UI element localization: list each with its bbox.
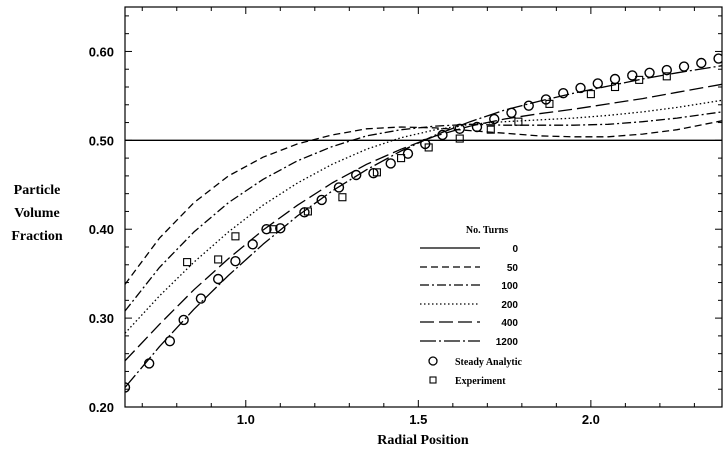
marker-experiment bbox=[183, 258, 192, 267]
marker-steady-analytic bbox=[212, 273, 224, 285]
legend-label-experiment: Experiment bbox=[455, 376, 506, 387]
marker-experiment bbox=[662, 72, 671, 81]
marker-steady-analytic bbox=[678, 61, 690, 72]
marker-experiment bbox=[514, 117, 523, 126]
legend-swatch-experiment bbox=[429, 376, 437, 384]
marker-experiment bbox=[303, 207, 312, 216]
marker-experiment bbox=[545, 99, 554, 108]
y-axis-title-line-2: Volume bbox=[14, 206, 59, 221]
marker-experiment bbox=[372, 168, 381, 177]
marker-steady-analytic bbox=[506, 107, 517, 118]
series-line-100-turns bbox=[125, 111, 722, 312]
marker-steady-analytic bbox=[575, 82, 586, 94]
marker-experiment bbox=[424, 143, 433, 152]
y-tick-label: 0.50 bbox=[89, 133, 114, 148]
marker-steady-analytic bbox=[713, 53, 722, 64]
marker-experiment bbox=[338, 193, 347, 202]
x-tick-label: 1.0 bbox=[237, 412, 255, 427]
marker-experiment bbox=[397, 154, 406, 163]
legend-label-1200-turns: 1200 bbox=[496, 337, 519, 348]
marker-steady-analytic bbox=[592, 78, 603, 89]
marker-steady-analytic bbox=[489, 113, 500, 125]
series-line-50-turns bbox=[125, 120, 722, 285]
y-tick-label: 0.60 bbox=[89, 44, 114, 59]
marker-steady-analytic bbox=[558, 88, 569, 99]
marker-steady-analytic bbox=[609, 73, 621, 85]
marker-steady-analytic bbox=[351, 169, 362, 181]
marker-experiment bbox=[486, 125, 495, 134]
marker-steady-analytic bbox=[230, 256, 241, 267]
y-tick-label: 0.40 bbox=[89, 222, 114, 237]
marker-steady-analytic bbox=[454, 123, 465, 134]
marker-steady-analytic bbox=[316, 194, 327, 206]
x-axis-title: Radial Position bbox=[377, 433, 469, 448]
legend-label-200-turns: 200 bbox=[501, 300, 518, 311]
series-line-200-turns bbox=[125, 99, 722, 334]
marker-steady-analytic bbox=[627, 70, 638, 81]
marker-steady-analytic bbox=[143, 358, 155, 369]
marker-steady-analytic bbox=[247, 239, 258, 250]
legend-swatch-steady-analytic bbox=[428, 356, 438, 366]
marker-experiment bbox=[269, 225, 278, 234]
marker-steady-analytic bbox=[178, 314, 189, 326]
marker-steady-analytic bbox=[523, 100, 534, 111]
legend-label-50-turns: 50 bbox=[507, 263, 519, 274]
marker-steady-analytic bbox=[661, 64, 672, 76]
y-axis-title-line-1: Particle bbox=[14, 183, 61, 198]
marker-steady-analytic bbox=[696, 57, 707, 69]
legend-label-400-turns: 400 bbox=[501, 318, 518, 329]
marker-experiment bbox=[635, 75, 644, 84]
marker-experiment bbox=[214, 255, 223, 264]
marker-steady-analytic bbox=[644, 67, 655, 78]
legend-label-100-turns: 100 bbox=[501, 281, 518, 292]
marker-experiment bbox=[610, 82, 620, 92]
marker-experiment bbox=[231, 232, 240, 241]
y-axis-title-line-3: Fraction bbox=[11, 229, 63, 244]
series-line-1200-turns bbox=[125, 65, 722, 388]
marker-experiment bbox=[455, 134, 464, 143]
y-tick-label: 0.30 bbox=[89, 311, 114, 326]
marker-steady-analytic bbox=[385, 158, 396, 169]
marker-steady-analytic bbox=[125, 382, 131, 393]
legend-title: No. Turns bbox=[466, 225, 508, 236]
marker-steady-analytic bbox=[471, 121, 483, 133]
plot-frame bbox=[124, 6, 723, 408]
marker-steady-analytic bbox=[164, 336, 176, 347]
marker-steady-analytic bbox=[195, 293, 207, 304]
x-tick-label: 2.0 bbox=[582, 412, 600, 427]
x-tick-label: 1.5 bbox=[409, 412, 427, 427]
marker-steady-analytic bbox=[261, 224, 272, 235]
marker-steady-analytic bbox=[333, 182, 345, 193]
marker-steady-analytic bbox=[437, 129, 448, 141]
legend-label-0-turns: 0 bbox=[512, 244, 518, 255]
marker-steady-analytic bbox=[402, 148, 414, 159]
y-tick-label: 0.20 bbox=[89, 400, 114, 415]
legend-label-steady-analytic: Steady Analytic bbox=[455, 357, 523, 368]
series-line-400-turns bbox=[125, 83, 722, 362]
marker-steady-analytic bbox=[275, 223, 286, 234]
legend: No. Turns 0 50 100 200 400 1200 Steady Analyti… bbox=[420, 225, 523, 387]
marker-experiment bbox=[586, 90, 595, 99]
